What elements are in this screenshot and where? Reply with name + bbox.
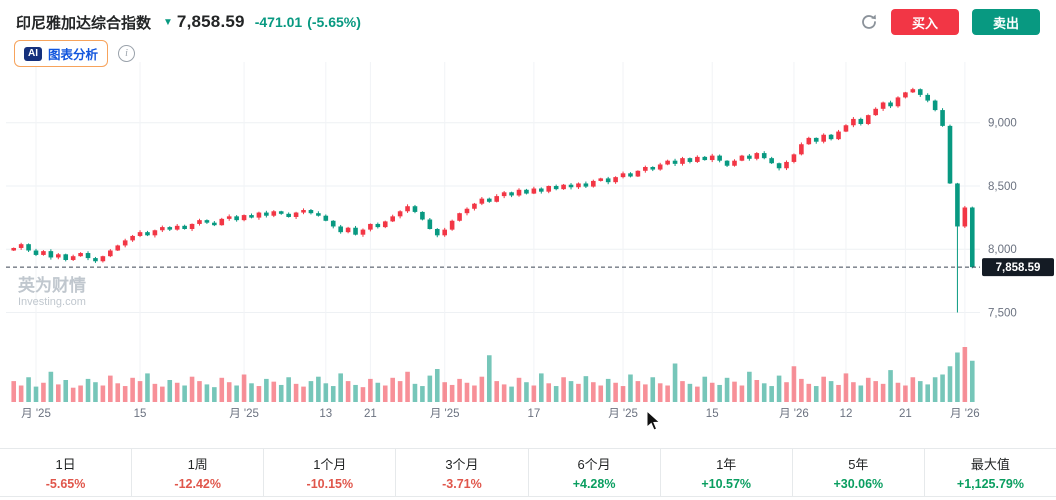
period-cell-4[interactable]: 3个月 -3.71% (396, 449, 529, 496)
x-axis-label: 13 (319, 408, 332, 420)
period-value: -5.65% (45, 477, 86, 491)
info-icon[interactable]: i (118, 45, 136, 62)
candlestick-chart[interactable]: 9,000 8,500 8,000 7,500 月 '25 15 月 '25 13 21 月 '2… (0, 0, 1056, 432)
period-value: +4.28% (572, 477, 616, 491)
change-value: -471.01 (254, 14, 303, 30)
period-cell-7[interactable]: 5年 +30.06% (793, 449, 925, 496)
grid-lines: 9,000 8,500 8,000 7,500 月 '25 15 月 '25 13 21 月 '2… (6, 62, 1017, 420)
period-label: 3个月 (445, 457, 479, 472)
last-price-tag: 7,858.59 (982, 258, 1054, 277)
ai-chart-analysis-button[interactable]: AI 图表分析 (14, 40, 109, 67)
period-cell-5[interactable]: 6个月 +4.28% (529, 449, 661, 496)
period-cell-3[interactable]: 1个月 -10.15% (264, 449, 397, 496)
x-axis-label: 15 (706, 408, 719, 420)
chart-toolbar: AI 图表分析 i (14, 40, 136, 67)
quote-header: 印尼雅加达综合指数 ▼ 7,858.59 -471.01 (-5.65%) 买入… (16, 8, 1040, 36)
period-value: +10.57% (701, 477, 752, 491)
buy-button[interactable]: 买入 (891, 9, 959, 35)
period-cell-2[interactable]: 1周 -12.42% (132, 449, 265, 496)
period-label: 1日 (55, 457, 76, 472)
period-cell-6[interactable]: 1年 +10.57% (661, 449, 793, 496)
candles-layer (11, 87, 975, 313)
period-label: 1年 (716, 457, 737, 472)
x-axis-label: 月 '25 (21, 408, 51, 420)
y-axis-label: 7,500 (988, 307, 1017, 319)
y-axis-label: 8,500 (988, 181, 1017, 193)
volume-bars (11, 347, 975, 402)
period-label: 6个月 (577, 457, 611, 472)
period-cell-1[interactable]: 1日 -5.65% (0, 449, 133, 496)
x-axis-label: 17 (527, 408, 540, 420)
header-actions: 买入 卖出 (860, 9, 1040, 35)
x-axis-label: 月 '26 (950, 408, 980, 420)
x-axis-label: 21 (899, 408, 912, 420)
period-value: -10.15% (306, 477, 354, 491)
period-label: 最大值 (970, 457, 1010, 472)
change-text: -471.01 (-5.65%) (255, 14, 361, 30)
ai-analysis-label: 图表分析 (48, 48, 99, 62)
y-axis-label: 8,000 (988, 244, 1017, 256)
instrument-title: 印尼雅加达综合指数 (16, 14, 152, 32)
ai-chip-icon: AI (24, 46, 42, 61)
x-axis-label: 12 (840, 408, 853, 420)
period-value: -3.71% (442, 477, 482, 491)
y-axis-label: 9,000 (988, 118, 1017, 130)
price-down-arrow-icon: ▼ (163, 16, 173, 28)
period-value: -12.42% (174, 477, 221, 491)
period-value: +30.06% (833, 477, 884, 491)
period-label: 5年 (848, 457, 869, 472)
x-axis-label: 月 '25 (430, 408, 460, 420)
period-value: +1,125.79% (956, 477, 1024, 491)
x-axis-label: 月 '25 (608, 408, 638, 420)
x-axis-label: 月 '26 (779, 408, 809, 420)
sell-button[interactable]: 卖出 (972, 9, 1040, 35)
period-cell-8[interactable]: 最大值 +1,125.79% (925, 449, 1056, 496)
refresh-icon[interactable] (860, 13, 878, 31)
change-percent: (-5.65%) (307, 14, 361, 30)
x-axis-label: 15 (134, 408, 147, 420)
performance-strip: 1日 -5.65% 1周 -12.42% 1个月 -10.15% 3个月 -3.71% 6个月 +… (0, 448, 1056, 497)
period-label: 1个月 (313, 457, 347, 472)
svg-text:7,858.59: 7,858.59 (996, 262, 1041, 274)
x-axis-label: 21 (364, 408, 377, 420)
last-price: 7,858.59 (176, 12, 245, 31)
x-axis-label: 月 '25 (229, 408, 259, 420)
period-label: 1周 (187, 457, 208, 472)
